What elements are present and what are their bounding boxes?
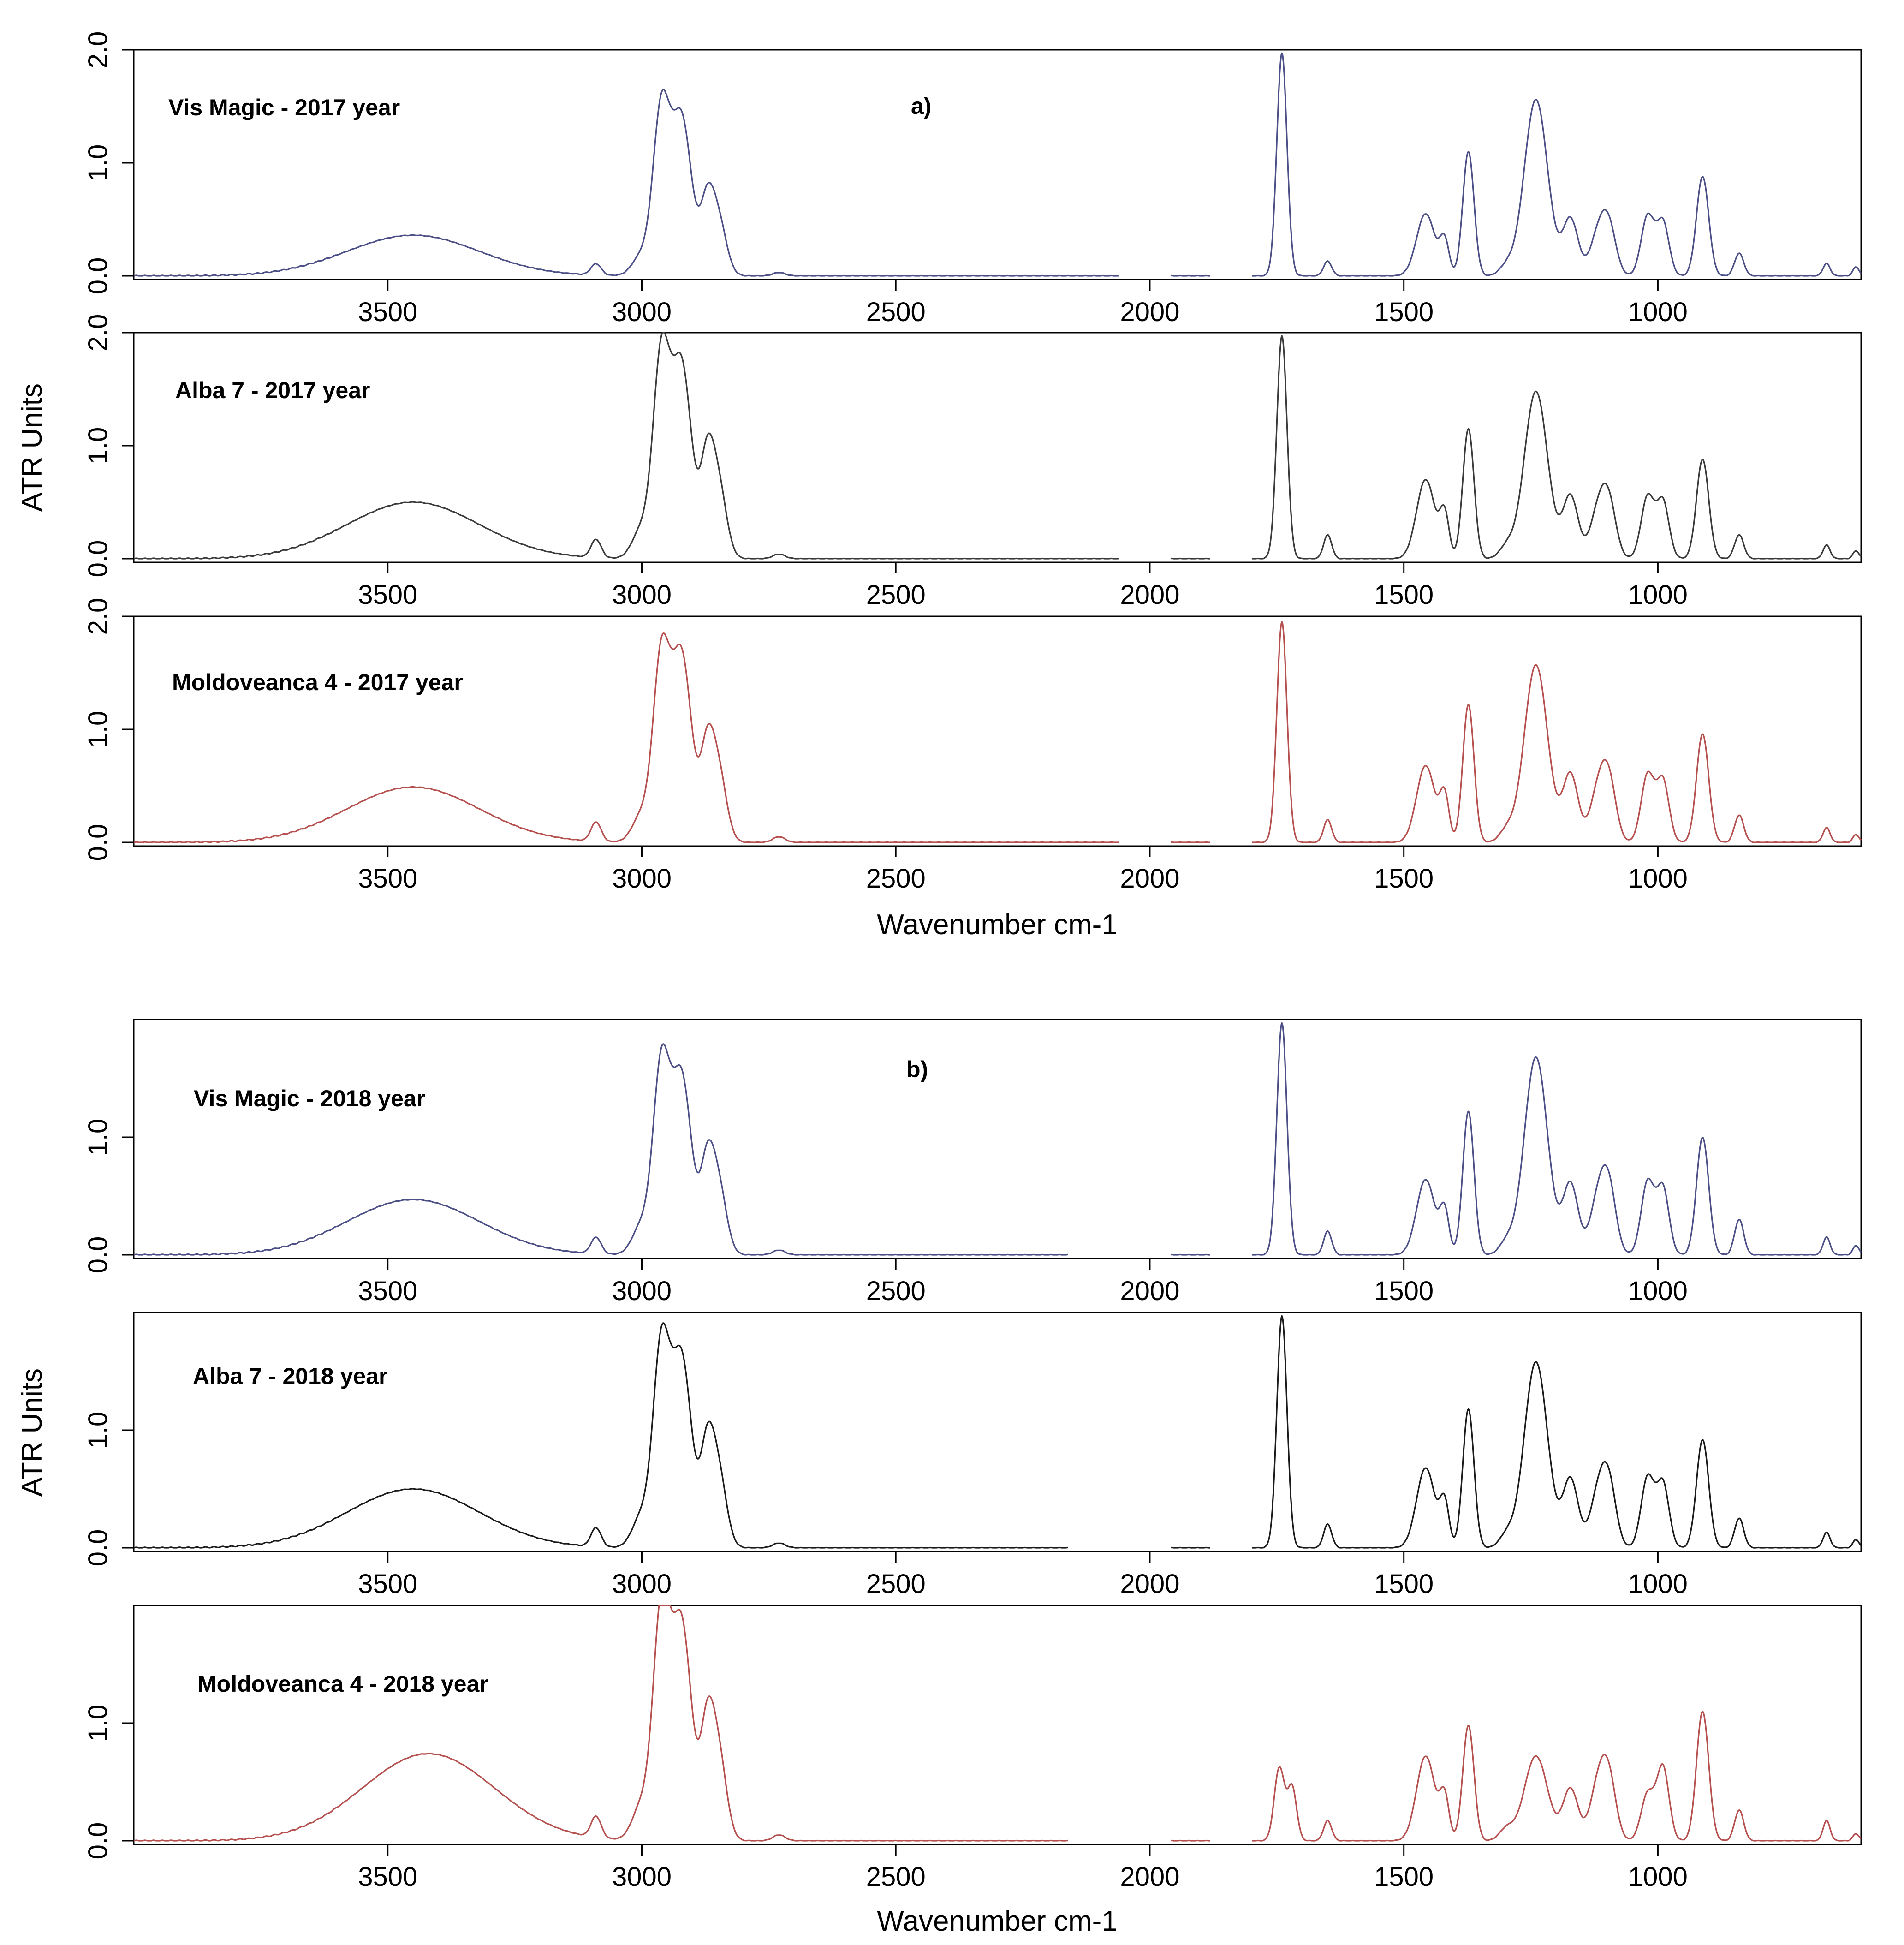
x-tick-label: 2500	[866, 580, 926, 610]
y-axis: 0.0 1.0	[83, 1705, 134, 1860]
y-tick-label: 1.0	[83, 144, 113, 182]
x-tick-label: 2500	[866, 297, 926, 327]
y-axis: 0.0 1.0 2.0	[83, 31, 134, 295]
x-axis: 3500 3000 2500 2000 1500 1000	[358, 280, 1688, 327]
x-tick-label: 1000	[1628, 1862, 1688, 1892]
panel-alba7-2018: 0.0 1.0 3500 3000 2500 2000 1500 1000 Alba 7 -…	[83, 1312, 1862, 1599]
plot-frame	[133, 332, 1862, 563]
x-tick-label: 3000	[612, 1862, 672, 1892]
spectrum-line	[133, 1315, 1862, 1549]
panel-alba7-2017: 0.0 1.0 2.0 3500 3000 2500 2000 1500 1000 Alba …	[83, 314, 1862, 610]
x-tick-label: 1500	[1374, 864, 1434, 894]
y-tick-label: 2.0	[83, 31, 113, 69]
y-tick-label: 0.0	[83, 1529, 113, 1567]
y-tick-label: 0.0	[83, 1236, 113, 1274]
series-label: Vis Magic - 2017 year	[168, 95, 400, 120]
y-tick-label: 0.0	[83, 540, 113, 578]
plot-frame	[133, 1605, 1862, 1845]
y-axis: 0.0 1.0	[83, 1119, 134, 1274]
x-tick-label: 3500	[358, 297, 417, 327]
x-axis: 3500 3000 2500 2000 1500 1000	[358, 1551, 1688, 1599]
x-axis: 3500 3000 2500 2000 1500 1000	[358, 1259, 1688, 1306]
x-tick-label: 2000	[1120, 1276, 1179, 1306]
y-tick-label: 1.0	[83, 1119, 113, 1156]
x-tick-label: 3000	[612, 580, 672, 610]
x-axis: 3500 3000 2500 2000 1500 1000	[358, 1844, 1688, 1892]
panel-vis-magic-2018: 0.0 1.0 3500 3000 2500 2000 1500 1000 Vis Magi…	[83, 1019, 1862, 1306]
x-tick-label: 2500	[866, 1862, 926, 1892]
x-tick-label: 1000	[1628, 1276, 1688, 1306]
series-label: Moldoveanca 4 - 2018 year	[197, 1671, 488, 1697]
plot-frame	[133, 49, 1862, 280]
x-axis: 3500 3000 2500 2000 1500 1000	[358, 562, 1688, 610]
x-tick-label: 2000	[1120, 1569, 1179, 1599]
y-tick-label: 0.0	[83, 257, 113, 295]
x-tick-label: 1500	[1374, 580, 1434, 610]
x-tick-label: 1000	[1628, 297, 1688, 327]
y-tick-label: 0.0	[83, 824, 113, 861]
y-tick-label: 2.0	[83, 314, 113, 352]
x-tick-label: 1000	[1628, 864, 1688, 894]
panel-moldoveanca4-2018: 0.0 1.0 3500 3000 2500 2000 1500 1000 Moldovea…	[83, 1605, 1862, 1892]
y-axis: 0.0 1.0	[83, 1412, 134, 1567]
x-tick-label: 2000	[1120, 580, 1179, 610]
series-label: Moldoveanca 4 - 2017 year	[172, 669, 463, 695]
series-label: Alba 7 - 2018 year	[193, 1363, 388, 1389]
series-label: Vis Magic - 2018 year	[194, 1086, 425, 1111]
x-tick-label: 1500	[1374, 1862, 1434, 1892]
panel-moldoveanca4-2017: 0.0 1.0 2.0 3500 3000 2500 2000 1500 1000 Moldo…	[83, 598, 1862, 894]
x-axis-title-a: Wavenumber cm-1	[877, 909, 1117, 941]
y-axis-title-a: ATR Units	[16, 383, 48, 512]
spectrum-line	[133, 332, 1862, 560]
x-tick-label: 3500	[358, 1276, 417, 1306]
x-tick-label: 3000	[612, 297, 672, 327]
x-tick-label: 3500	[358, 1569, 417, 1599]
y-tick-label: 1.0	[83, 1412, 113, 1449]
x-tick-label: 1000	[1628, 580, 1688, 610]
x-tick-label: 3500	[358, 864, 417, 894]
spectrum-line	[133, 621, 1862, 843]
x-tick-label: 3000	[612, 864, 672, 894]
x-tick-label: 2500	[866, 1276, 926, 1306]
x-tick-label: 2000	[1120, 297, 1179, 327]
y-tick-label: 2.0	[83, 598, 113, 635]
y-tick-label: 0.0	[83, 1822, 113, 1860]
x-tick-label: 2000	[1120, 1862, 1179, 1892]
y-axis: 0.0 1.0 2.0	[83, 598, 134, 861]
y-axis: 0.0 1.0 2.0	[83, 314, 134, 578]
panel-label: a)	[911, 93, 931, 119]
x-axis-title-b: Wavenumber cm-1	[877, 1905, 1117, 1937]
plot-frame	[133, 1312, 1862, 1552]
x-tick-label: 1500	[1374, 1276, 1434, 1306]
x-tick-label: 1500	[1374, 297, 1434, 327]
x-tick-label: 2500	[866, 864, 926, 894]
x-tick-label: 3000	[612, 1276, 672, 1306]
spectrum-line	[133, 52, 1862, 277]
x-tick-label: 3500	[358, 580, 417, 610]
x-tick-label: 2000	[1120, 864, 1179, 894]
series-label: Alba 7 - 2017 year	[175, 377, 370, 403]
y-axis-title-b: ATR Units	[16, 1368, 48, 1497]
plot-frame	[133, 615, 1862, 847]
x-tick-label: 3500	[358, 1862, 417, 1892]
panel-vis-magic-2017: 0.0 1.0 2.0 3500 3000 2500 2000 1500 1000 Vis M…	[83, 31, 1862, 327]
plot-frame	[133, 1019, 1862, 1259]
y-tick-label: 1.0	[83, 711, 113, 748]
x-tick-label: 1500	[1374, 1569, 1434, 1599]
x-axis: 3500 3000 2500 2000 1500 1000	[358, 846, 1688, 894]
spectrum-line	[133, 1605, 1862, 1842]
spectrum-line	[133, 1022, 1862, 1256]
y-tick-label: 1.0	[83, 427, 113, 465]
y-tick-label: 1.0	[83, 1705, 113, 1742]
x-tick-label: 1000	[1628, 1569, 1688, 1599]
x-tick-label: 3000	[612, 1569, 672, 1599]
panel-label: b)	[906, 1056, 928, 1082]
x-tick-label: 2500	[866, 1569, 926, 1599]
